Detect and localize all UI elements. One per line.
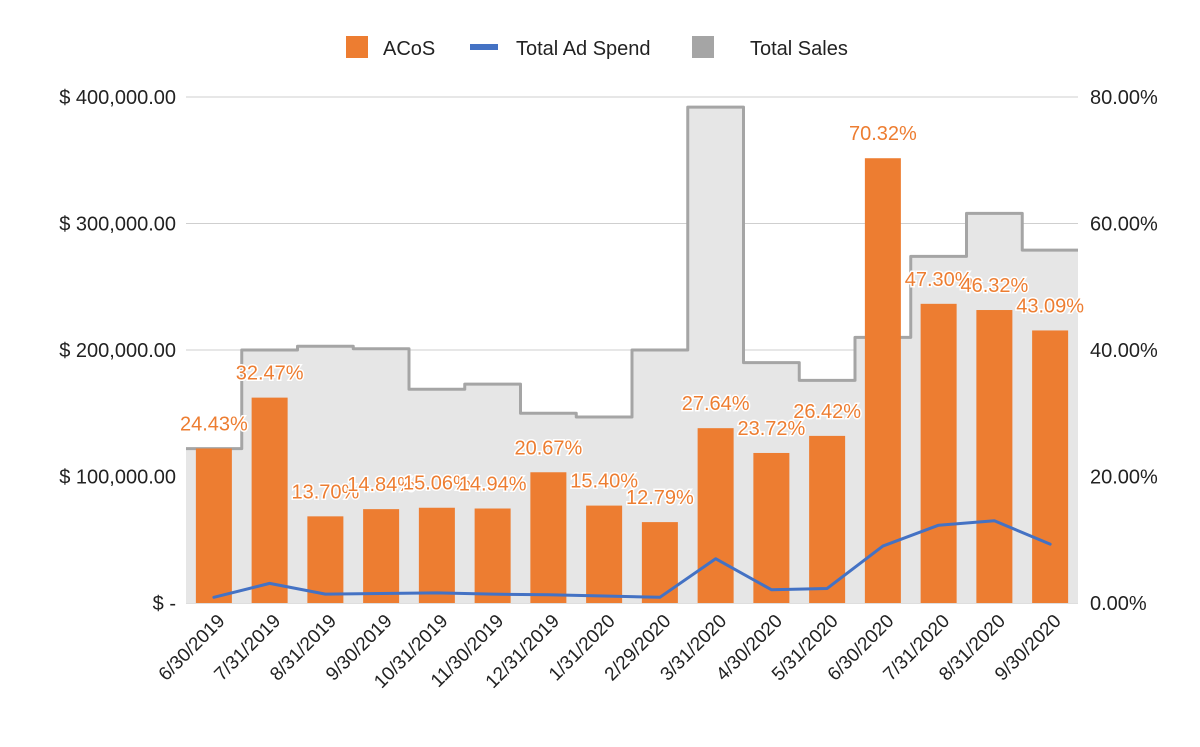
acos-bar (753, 453, 789, 603)
acos-bar (307, 516, 343, 603)
acos-bar (475, 509, 511, 603)
y-left-tick-label: $ 100,000.00 (59, 467, 176, 489)
y-axis-right: 0.00% 20.00% 40.00% 60.00% 80.00% (1090, 87, 1158, 615)
acos-data-label: 46.32% (960, 275, 1028, 297)
acos-bar (419, 508, 455, 603)
legend: ACoS Total Ad Spend Total Sales (346, 36, 848, 60)
y-left-tick-label: $ 200,000.00 (59, 340, 176, 362)
acos-data-label: 32.47% (236, 363, 304, 385)
acos-data-label: 24.43% (180, 413, 248, 435)
acos-data-label: 20.67% (514, 437, 582, 459)
acos-data-label: 70.32% (849, 123, 917, 145)
legend-swatch-total-sales (692, 36, 714, 58)
acos-bar (642, 522, 678, 603)
y-right-tick-label: 20.00% (1090, 467, 1158, 489)
acos-bar (363, 509, 399, 603)
y-left-tick-label: $ 300,000.00 (59, 214, 176, 236)
acos-bar (1032, 330, 1068, 603)
legend-swatch-acos (346, 36, 368, 58)
acos-data-label: 26.42% (793, 401, 861, 423)
y-left-tick-label: $ - (153, 593, 176, 615)
acos-bar (196, 448, 232, 603)
y-left-tick-label: $ 400,000.00 (59, 87, 176, 109)
y-right-tick-label: 40.00% (1090, 340, 1158, 362)
y-right-tick-label: 0.00% (1090, 593, 1147, 615)
legend-label-total-sales: Total Sales (750, 38, 848, 60)
acos-bar (586, 506, 622, 603)
x-axis: 6/30/20197/31/20198/31/20199/30/201910/3… (155, 611, 1066, 693)
y-right-tick-label: 60.00% (1090, 214, 1158, 236)
y-right-tick-label: 80.00% (1090, 87, 1158, 109)
acos-bar (530, 472, 566, 603)
legend-swatch-total-ad-spend (470, 44, 498, 50)
acos-data-label: 14.94% (459, 474, 527, 496)
acos-bar (698, 428, 734, 603)
acos-data-label: 12.79% (626, 487, 694, 509)
acos-data-label: 43.09% (1016, 295, 1084, 317)
acos-bar (865, 158, 901, 603)
acos-data-label: 27.64% (682, 393, 750, 415)
legend-label-total-ad-spend: Total Ad Spend (516, 38, 651, 60)
y-axis-left: $ - $ 100,000.00 $ 200,000.00 $ 300,000.00 $… (59, 87, 176, 615)
acos-bar (976, 310, 1012, 603)
acos-bar (252, 398, 288, 603)
acos-bar (921, 304, 957, 603)
legend-label-acos: ACoS (383, 38, 435, 60)
